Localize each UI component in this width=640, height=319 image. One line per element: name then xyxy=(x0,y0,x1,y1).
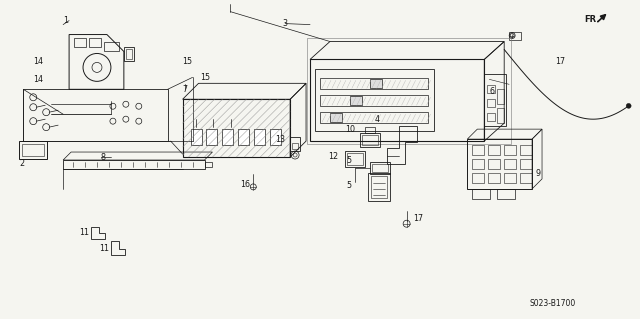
Text: 17: 17 xyxy=(555,57,565,66)
Text: 11: 11 xyxy=(79,228,89,237)
Text: 11: 11 xyxy=(99,244,109,253)
Bar xyxy=(497,89,504,104)
Bar xyxy=(504,173,516,183)
Text: 5: 5 xyxy=(346,157,351,166)
Bar xyxy=(487,113,495,121)
Bar xyxy=(320,112,428,123)
Bar xyxy=(124,48,134,62)
Text: 10: 10 xyxy=(345,125,355,134)
Bar xyxy=(345,151,365,167)
Bar xyxy=(365,127,375,133)
Bar xyxy=(472,173,484,183)
Bar xyxy=(126,49,132,59)
Bar xyxy=(104,41,119,51)
Bar xyxy=(509,32,521,40)
Circle shape xyxy=(626,103,631,108)
Text: 15: 15 xyxy=(200,73,211,82)
Bar xyxy=(360,133,380,147)
Bar xyxy=(63,160,205,169)
Bar xyxy=(488,145,500,155)
Text: 3: 3 xyxy=(282,19,287,28)
Text: FR.: FR. xyxy=(584,15,599,24)
Text: 1: 1 xyxy=(63,16,68,25)
Bar xyxy=(320,78,428,89)
Bar xyxy=(347,153,363,165)
Bar xyxy=(520,145,532,155)
Text: S023-B1700: S023-B1700 xyxy=(529,299,575,308)
Bar xyxy=(205,162,212,167)
Bar xyxy=(504,159,516,169)
Bar xyxy=(238,129,250,145)
Bar xyxy=(270,129,281,145)
Bar xyxy=(315,70,435,131)
Bar xyxy=(22,144,44,156)
Bar xyxy=(497,189,515,199)
Bar xyxy=(292,143,298,149)
Bar xyxy=(487,85,495,93)
Bar xyxy=(504,145,516,155)
Bar xyxy=(307,38,511,144)
Bar xyxy=(472,145,484,155)
Bar xyxy=(370,79,381,88)
Text: 17: 17 xyxy=(413,214,424,223)
Bar xyxy=(191,129,202,145)
Text: 12: 12 xyxy=(328,152,338,160)
Bar xyxy=(520,173,532,183)
Bar xyxy=(484,74,506,126)
Bar xyxy=(330,113,342,122)
Bar xyxy=(472,189,490,199)
Bar xyxy=(371,176,387,198)
Bar xyxy=(89,38,101,48)
Text: 16: 16 xyxy=(241,180,250,189)
Text: 8: 8 xyxy=(101,152,106,161)
Bar xyxy=(497,108,504,123)
Bar xyxy=(372,164,388,172)
Bar xyxy=(207,129,218,145)
Bar xyxy=(19,141,47,159)
Bar xyxy=(487,99,495,107)
Text: 4: 4 xyxy=(375,115,380,124)
Bar xyxy=(290,137,300,151)
Text: 7: 7 xyxy=(182,85,188,94)
Bar xyxy=(472,159,484,169)
Text: 2: 2 xyxy=(19,160,24,168)
Bar xyxy=(488,173,500,183)
Bar xyxy=(254,129,265,145)
Bar xyxy=(488,159,500,169)
Text: 13: 13 xyxy=(275,135,285,144)
Bar xyxy=(74,38,86,48)
Text: 15: 15 xyxy=(182,57,193,66)
Text: 14: 14 xyxy=(33,75,44,84)
Text: 9: 9 xyxy=(535,169,540,178)
Text: 14: 14 xyxy=(33,57,44,66)
Text: 5: 5 xyxy=(346,182,351,190)
Bar xyxy=(223,129,234,145)
Bar xyxy=(368,173,390,201)
Bar xyxy=(370,162,390,174)
Bar xyxy=(520,159,532,169)
Text: 6: 6 xyxy=(489,87,494,96)
Bar xyxy=(362,135,378,145)
Bar xyxy=(350,96,362,105)
Bar xyxy=(320,95,428,106)
